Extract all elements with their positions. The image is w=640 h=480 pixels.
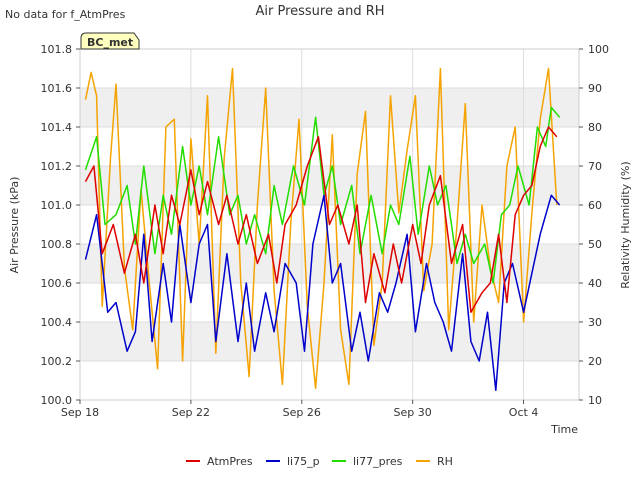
x-tick-label: Sep 30 <box>394 406 432 419</box>
legend-label: li77_pres <box>353 455 403 468</box>
y-tick-label-left: 100.4 <box>41 316 73 329</box>
legend: AtmPres li75_p li77_pres RH <box>186 455 453 468</box>
y-tick-label-right: 10 <box>588 394 602 407</box>
legend-item-atmpres: AtmPres <box>186 455 253 468</box>
x-tick-label: Oct 4 <box>509 406 539 419</box>
y-tick-label-left: 100.8 <box>41 238 73 251</box>
grid-band <box>80 88 579 127</box>
y-tick-label-left: 100.0 <box>41 394 73 407</box>
station-badge: BC_met <box>80 32 140 50</box>
x-tick-label: Sep 22 <box>172 406 210 419</box>
y-tick-label-right: 90 <box>588 82 602 95</box>
y-tick-label-left: 101.8 <box>41 43 73 56</box>
no-data-notice: No data for f_AtmPres <box>5 8 126 21</box>
y-tick-label-left: 101.0 <box>41 199 73 212</box>
grid-band <box>80 322 579 361</box>
legend-label: RH <box>437 455 453 468</box>
x-axis-label: Time <box>550 423 578 436</box>
y-tick-label-right: 80 <box>588 121 602 134</box>
chart-title: Air Pressure and RH <box>255 4 384 19</box>
y-axis-label-right: Relativity Humidity (%) <box>619 161 632 288</box>
series-line-atmpres <box>84 126 558 313</box>
legend-item-rh: RH <box>416 455 453 468</box>
y-tick-label-right: 70 <box>588 160 602 173</box>
x-tick-label: Sep 18 <box>61 406 99 419</box>
y-tick-label-right: 20 <box>588 355 602 368</box>
y-tick-label-right: 40 <box>588 277 602 290</box>
y-tick-label-right: 50 <box>588 238 602 251</box>
y-tick-label-left: 101.6 <box>41 82 73 95</box>
y-axis-label-left: Air Pressure (kPa) <box>8 177 21 274</box>
y-tick-label-right: 60 <box>588 199 602 212</box>
y-tick-label-right: 100 <box>588 43 609 56</box>
legend-label: AtmPres <box>207 455 253 468</box>
station-badge-label: BC_met <box>87 36 133 49</box>
legend-label: li75_p <box>287 455 320 468</box>
y-tick-label-left: 101.4 <box>41 121 73 134</box>
x-tick-label: Sep 26 <box>283 406 321 419</box>
legend-item-li75-p: li75_p <box>266 455 320 468</box>
plot-frame <box>79 48 580 401</box>
y-tick-label-right: 30 <box>588 316 602 329</box>
y-tick-label-left: 100.2 <box>41 355 73 368</box>
series-line-li77-pres <box>84 106 561 284</box>
y-tick-label-left: 100.6 <box>41 277 73 290</box>
y-tick-label-left: 101.2 <box>41 160 73 173</box>
series-line-li75-p <box>84 194 561 392</box>
series-line-rh <box>84 67 558 390</box>
legend-item-li77-pres: li77_pres <box>332 455 403 468</box>
